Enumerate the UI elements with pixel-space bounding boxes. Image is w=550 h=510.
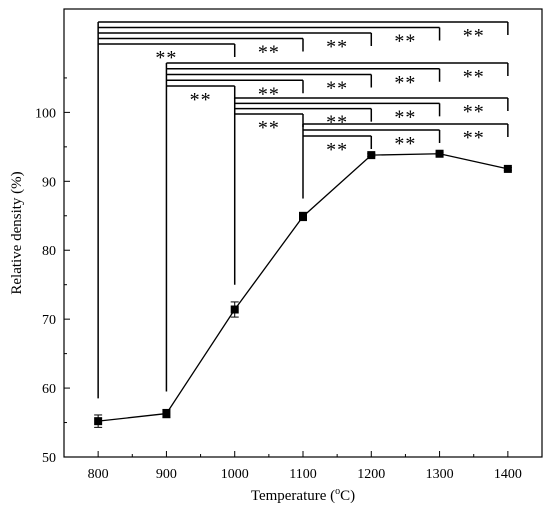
significance-label: **: [463, 66, 485, 88]
significance-label: **: [394, 133, 416, 155]
significance-label: **: [190, 89, 212, 111]
y-tick-label: 90: [42, 175, 56, 190]
significance-label: **: [326, 36, 348, 58]
x-axis-label: Temperature (oC): [251, 486, 355, 504]
y-tick-label: 60: [42, 382, 56, 397]
y-tick-label: 70: [42, 313, 56, 328]
y-axis-label: Relative density (%): [9, 171, 25, 294]
significance-label: **: [258, 83, 280, 105]
significance-label: **: [463, 101, 485, 123]
significance-label: **: [394, 106, 416, 128]
significance-label: **: [326, 112, 348, 134]
y-tick-label: 100: [35, 106, 56, 121]
x-tick-label: 1400: [494, 467, 522, 482]
data-point: [503, 164, 512, 173]
x-tick-label: 1000: [221, 467, 249, 482]
significance-label: **: [463, 127, 485, 149]
x-tick-label: 1100: [289, 467, 316, 482]
x-tick-label: 1300: [426, 467, 454, 482]
data-point: [435, 149, 444, 158]
significance-label: **: [394, 72, 416, 94]
significance-brackets: **************************** ******: [97, 21, 509, 399]
data-point: [230, 305, 239, 314]
significance-label: **: [258, 42, 280, 64]
data-series: [94, 149, 512, 428]
y-tick-label: 50: [42, 451, 56, 466]
x-tick-label: 800: [88, 467, 109, 482]
data-point: [162, 409, 171, 418]
axis-ticks: 800 900 1000 1100 1200 1300 1400 50 60 70 80 90 100: [35, 77, 543, 482]
significance-label: **: [326, 78, 348, 100]
significance-label: **: [258, 117, 280, 139]
data-point: [367, 151, 376, 160]
data-point: [94, 417, 103, 426]
data-point: [299, 212, 307, 221]
x-tick-label: 900: [156, 467, 177, 482]
y-tick-label: 80: [42, 244, 56, 259]
significance-label: **: [394, 31, 416, 53]
x-tick-label: 1200: [357, 467, 385, 482]
significance-label: **: [463, 25, 485, 47]
significance-label: **: [326, 139, 348, 161]
